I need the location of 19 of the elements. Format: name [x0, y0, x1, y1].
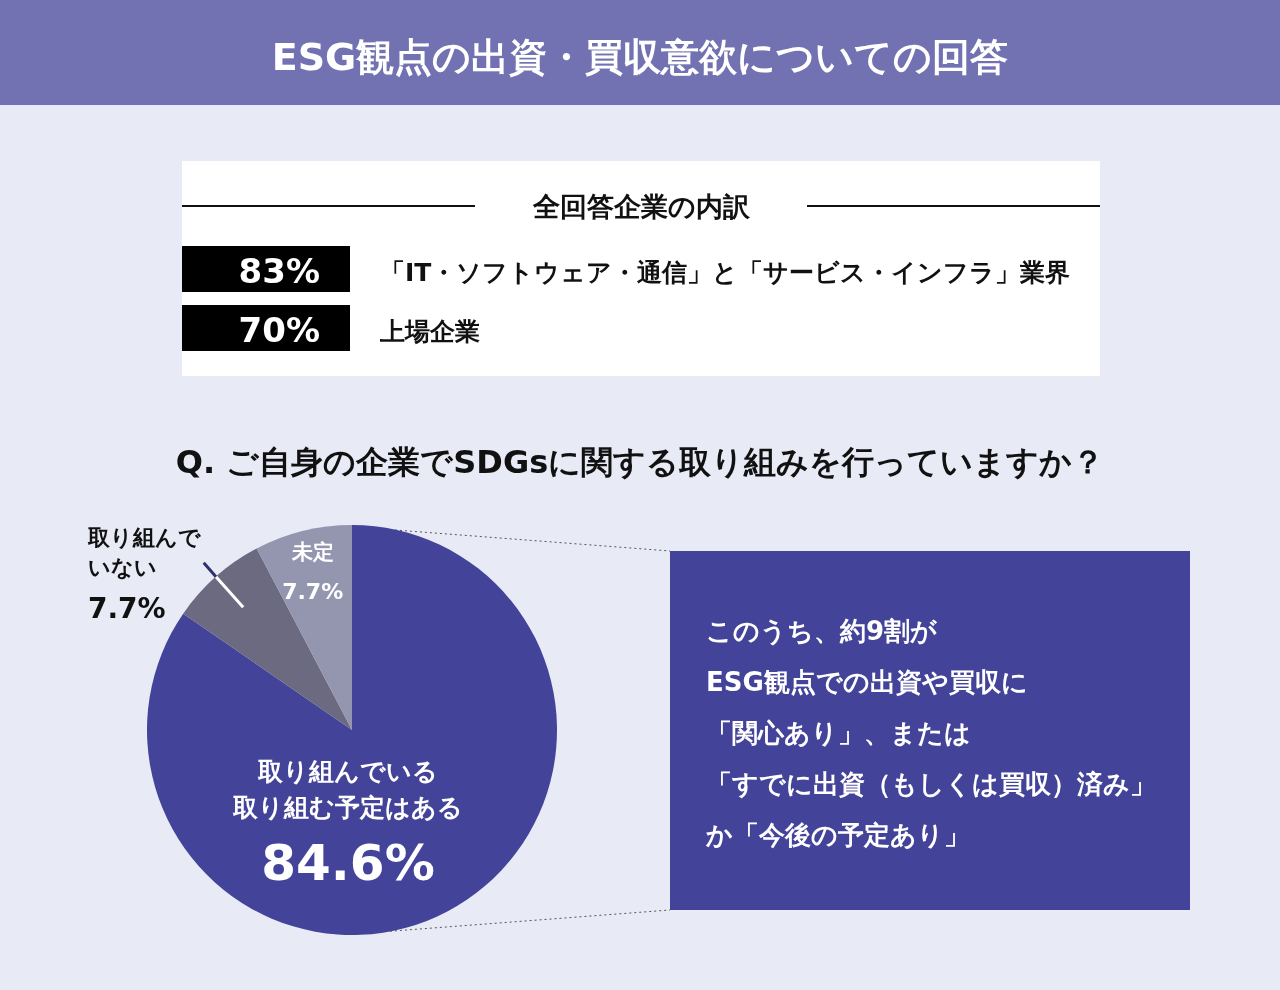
pie-slice [256, 525, 352, 730]
data-label: 84.6% [261, 834, 435, 892]
text: 「すでに出資（もしくは買収）済み」 [706, 769, 1156, 799]
text: ESG観点の出資・買収意欲についての回答 [271, 35, 1009, 79]
text: 「IT・ソフトウェア・通信」と「サービス・インフラ」業界 [380, 258, 1071, 287]
text: このうち、約9割が [706, 616, 939, 646]
text: Q. ご自身の企業でSDGsに関する取り組みを行っていますか？ [175, 443, 1105, 481]
text: 「関心あり」、または [706, 718, 971, 748]
text: 上場企業 [379, 317, 480, 346]
text: か「今後の予定あり」 [705, 820, 970, 850]
data-label: 7.7% [282, 578, 344, 604]
data-label: 7.7% [88, 592, 166, 625]
text: 83% [238, 251, 320, 291]
slice-label: 取り組んでいない [87, 525, 201, 580]
slice-label: 未定 [290, 539, 334, 564]
text: 70% [238, 310, 320, 350]
text: ESG観点での出資や買収に [706, 667, 1028, 697]
slice-label: 取り組んでいる取り組む予定はある [232, 757, 463, 822]
text: 全回答企業の内訳 [531, 191, 751, 222]
